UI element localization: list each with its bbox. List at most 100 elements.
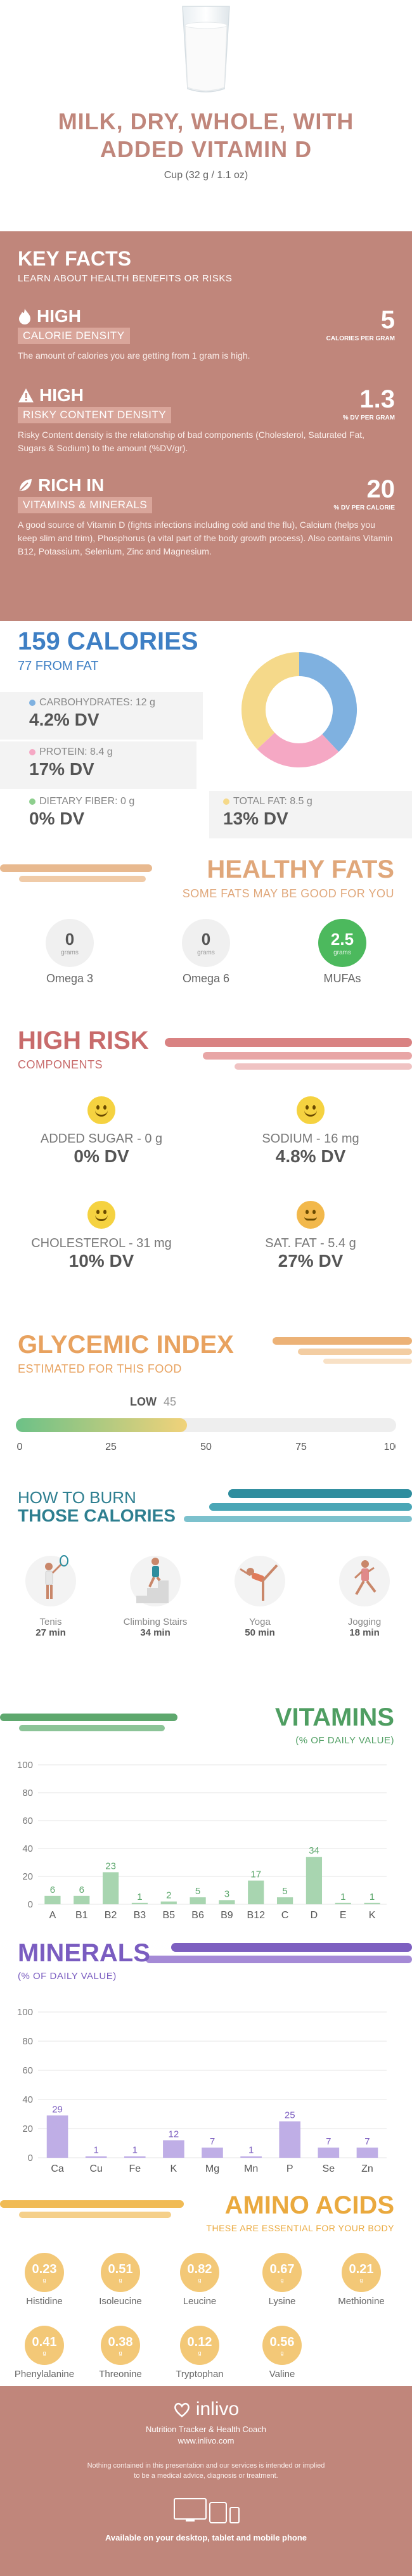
amino-value-circle: 0.41 g: [25, 2326, 64, 2365]
amino-unit: g: [119, 2349, 122, 2356]
risk-label: SODIUM - 16 mg: [262, 1132, 359, 1146]
amino-name: Lysine: [268, 2296, 296, 2307]
y-tick-label: 0: [28, 1899, 33, 1910]
healthy-fats-section: HEALTHY FATS SOME FATS MAY BE GOOD FOR Y…: [0, 849, 412, 1020]
glycemic-tick-label: 100: [384, 1442, 396, 1452]
bar-value-label: 29: [52, 2104, 63, 2115]
bar: [276, 1897, 293, 1904]
bar-value-label: 7: [326, 2136, 331, 2147]
bar: [240, 2156, 262, 2158]
activity-tennis: Tenis 27 min: [3, 1553, 98, 1638]
risk-label: ADDED SUGAR - 0 g: [40, 1132, 163, 1146]
fact-unit: CALORIES PER GRAM: [326, 335, 395, 342]
bar-value-label: 5: [282, 1886, 287, 1897]
amino-value: 0.67: [269, 2262, 295, 2276]
x-tick-label: P: [286, 2163, 293, 2174]
donut-slice: [241, 652, 300, 750]
macro-label: PROTEIN: 8.4 g: [39, 747, 113, 757]
amino-value-circle: 0.82 g: [180, 2253, 219, 2292]
fact-description: Risky Content density is the relationshi…: [18, 430, 365, 453]
amino-acid-item: 0.12 g Tryptophan: [162, 2326, 238, 2380]
tennis-player-icon: [25, 1555, 76, 1606]
glycemic-tick-label: 25: [105, 1442, 117, 1452]
bar-value-label: 12: [169, 2129, 179, 2139]
macro-dv: 4.2% DV: [29, 710, 100, 729]
amino-subtitle: THESE ARE ESSENTIAL FOR YOUR BODY: [206, 2223, 394, 2233]
risk-sat-fat: SAT. FAT - 5.4 g 27% DV: [216, 1201, 406, 1271]
fat-dot-icon: [223, 798, 229, 805]
fact-unit: % DV PER GRAM: [342, 414, 395, 421]
fact-level: HIGH: [39, 385, 84, 405]
fat-name: Omega 6: [182, 972, 230, 985]
y-tick-label: 60: [22, 2065, 33, 2076]
macro-dv: 17% DV: [29, 759, 94, 779]
calories-from-fat: 77 FROM FAT: [18, 659, 99, 673]
y-tick-label: 100: [17, 2007, 33, 2018]
amino-unit: g: [198, 2276, 202, 2283]
x-tick-label: D: [311, 1910, 318, 1921]
amino-name: Histidine: [26, 2296, 63, 2307]
x-tick-label: B9: [221, 1910, 233, 1921]
happy-face-icon: [87, 1201, 115, 1229]
bar-value-label: 1: [370, 1892, 375, 1902]
minerals-subtitle: (% OF DAILY VALUE): [18, 1971, 117, 1982]
fat-name: MUFAs: [323, 972, 361, 985]
fact-risky-density: HIGH RISKY CONTENT DENSITY 1.3 % DV PER …: [18, 385, 395, 455]
y-tick-label: 60: [22, 1816, 33, 1826]
protein-dot-icon: [29, 749, 35, 755]
risk-cholesterol: CHOLESTEROL - 31 mg 10% DV: [6, 1201, 196, 1271]
x-tick-label: B1: [75, 1910, 88, 1921]
macro-dv: 13% DV: [223, 809, 288, 828]
amino-value: 0.38: [108, 2335, 133, 2349]
bar: [74, 1895, 90, 1904]
fact-category: RISKY CONTENT DENSITY: [18, 407, 172, 423]
macro-donut-chart: [241, 652, 357, 767]
happy-face-icon: [297, 1096, 325, 1124]
amino-value-circle: 0.21 g: [342, 2253, 381, 2292]
fats-subtitle: SOME FATS MAY BE GOOD FOR YOU: [182, 887, 394, 900]
x-tick-label: Se: [323, 2163, 335, 2174]
bar-value-label: 1: [93, 2145, 98, 2156]
bar: [335, 1902, 351, 1904]
amino-name: Threonine: [99, 2369, 142, 2380]
brand: inlivo: [0, 2399, 412, 2420]
x-tick-label: Fe: [129, 2163, 141, 2174]
amino-name: Methionine: [338, 2296, 385, 2307]
fat-name: Omega 3: [46, 972, 94, 985]
bar-value-label: 34: [309, 1845, 319, 1856]
bar: [364, 1902, 380, 1904]
y-tick-label: 80: [22, 1788, 33, 1798]
x-tick-label: K: [369, 1910, 376, 1921]
activity-yoga: Yoga 50 min: [212, 1553, 307, 1638]
bar-value-label: 6: [79, 1885, 84, 1895]
decor-stripes: [165, 1038, 412, 1070]
amino-unit: g: [280, 2276, 284, 2283]
bar-value-label: 25: [285, 2110, 295, 2121]
fats-title: HEALTHY FATS: [207, 855, 394, 883]
y-tick-label: 20: [22, 1871, 33, 1882]
activity-time: 18 min: [349, 1627, 380, 1638]
serving-size: Cup (32 g / 1.1 oz): [164, 170, 248, 181]
activity-name: Yoga: [249, 1617, 271, 1627]
amino-acid-item: 0.51 g Isoleucine: [82, 2253, 158, 2307]
vitamins-title: VITAMINS: [274, 1703, 394, 1731]
glycemic-level: LOW 45: [130, 1395, 177, 1408]
risk-sodium: SODIUM - 16 mg 4.8% DV: [216, 1096, 406, 1167]
activity-name: Climbing Stairs: [123, 1617, 188, 1627]
bar: [85, 2156, 107, 2158]
key-facts-section: KEY FACTS LEARN ABOUT HEALTH BENEFITS OR…: [0, 231, 412, 621]
bar: [190, 1897, 206, 1904]
fat-omega-3: 0 grams Omega 3: [32, 919, 108, 985]
macro-protein: PROTEIN: 8.4 g 17% DV: [0, 741, 196, 789]
footer-url[interactable]: www.inlivo.com: [177, 2436, 235, 2445]
risk-subtitle: COMPONENTS: [18, 1058, 103, 1071]
happy-face-icon: [87, 1096, 115, 1124]
y-tick-label: 40: [22, 1843, 33, 1854]
amino-value: 0.51: [108, 2262, 133, 2276]
glycemic-section: GLYCEMIC INDEX ESTIMATED FOR THIS FOOD L…: [0, 1324, 412, 1483]
macro-carbohydrates: CARBOHYDRATES: 12 g 4.2% DV: [0, 692, 203, 740]
x-tick-label: Cu: [89, 2163, 102, 2174]
activity-jogging: Jogging 18 min: [317, 1553, 412, 1638]
amino-unit: g: [359, 2276, 363, 2283]
